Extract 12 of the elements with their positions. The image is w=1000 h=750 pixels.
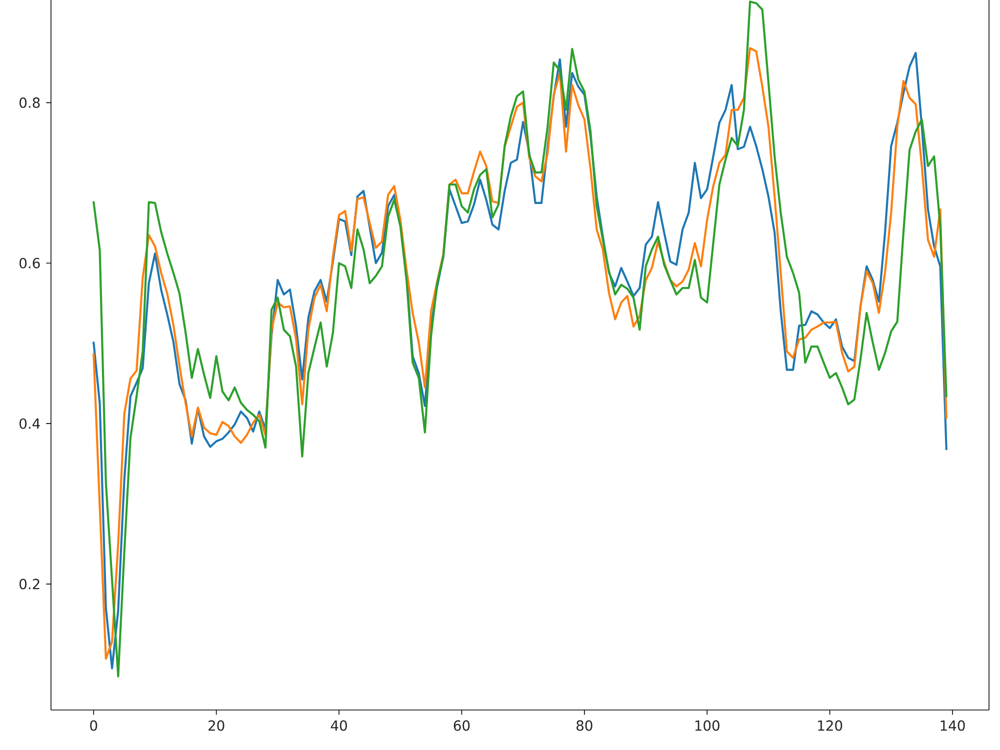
x-tick-label: 40	[330, 720, 347, 731]
y-tick-label: 0.8	[20, 97, 40, 108]
x-tick-label: 100	[695, 720, 720, 731]
y-tick-label: 0.2	[20, 578, 40, 590]
x-tick-label: 20	[208, 720, 224, 731]
x-tick-label: 120	[818, 720, 842, 731]
y-tick-label: 0.4	[20, 418, 40, 429]
y-tick-label: 0.6	[20, 258, 40, 268]
x-tick-label: 60	[454, 720, 470, 731]
x-tick-label: 140	[940, 720, 965, 731]
x-tick-label: 0	[90, 720, 98, 731]
x-tick-label: 80	[576, 720, 592, 731]
